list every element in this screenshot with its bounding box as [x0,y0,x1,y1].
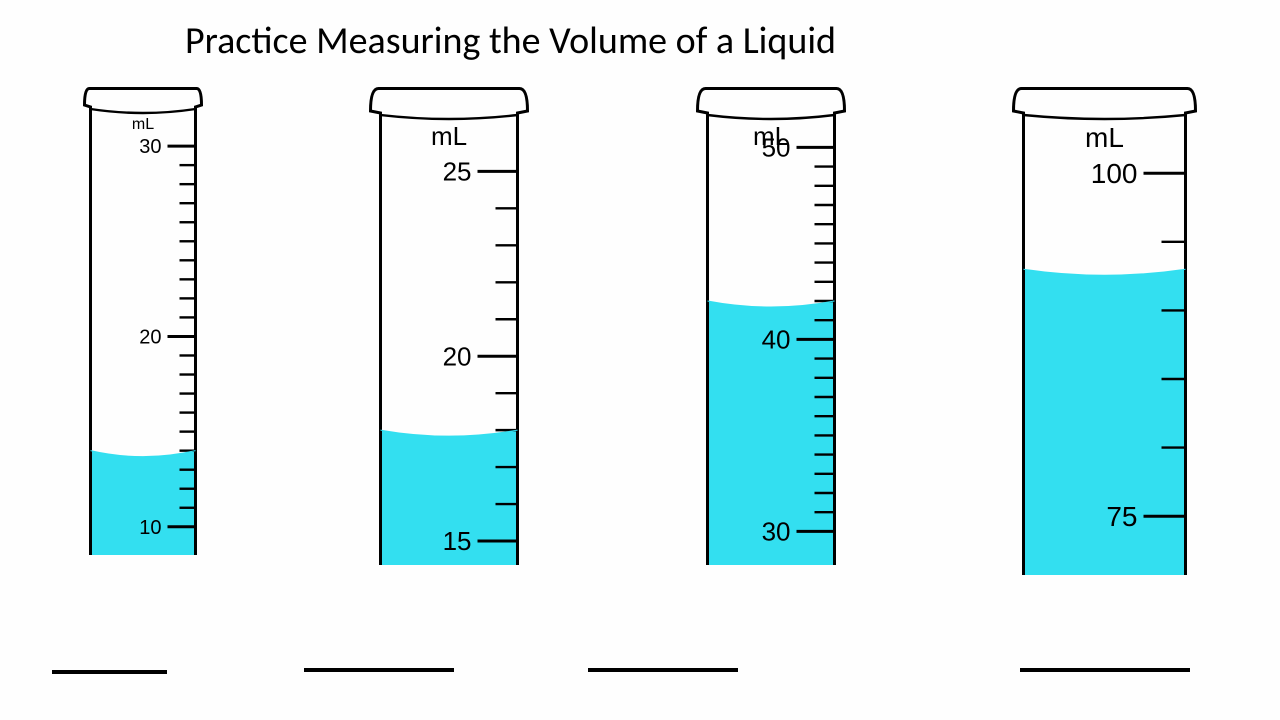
answer-blank-1[interactable] [52,670,167,674]
unit-label: mL [431,121,467,151]
tick-label: 100 [1091,158,1138,189]
lip-inner-curve [381,115,518,119]
cylinder-container-2: mL 15 20 25 [369,85,529,570]
answer-blank-2[interactable] [304,668,454,672]
tick-label: 30 [761,517,790,547]
liquid-fill [1023,269,1185,575]
tick-label: 20 [443,341,472,371]
page-title: Practice Measuring the Volume of a Liqui… [185,18,836,64]
tick-label: 75 [1106,501,1137,532]
lip-inner-curve [707,115,834,119]
tick-label: 50 [761,133,790,163]
cylinder-container-1: mL 10 20 30 [83,85,203,560]
answer-blank-3[interactable] [588,668,738,672]
tick-label: 30 [139,136,161,158]
tick-label: 25 [443,157,472,187]
tick-label: 10 [139,517,161,539]
cylinders-row: mL102030mL152025mL304050mL75100 [0,85,1280,585]
graduated-cylinder-3: mL304050 [696,85,846,565]
lip-inner-curve [91,109,196,113]
graduated-cylinder-4: mL 75 100 [1012,85,1197,575]
unit-label: mL [132,116,154,133]
graduated-cylinder-1: mL 10 20 30 [83,85,203,555]
tick-label: 40 [761,325,790,355]
answer-blank-4[interactable] [1020,668,1190,672]
tick-label: 20 [139,326,161,348]
lip-inner-curve [1023,115,1185,119]
tick-label: 15 [443,526,472,556]
cylinder-container-4: mL 75 100 [1012,85,1197,580]
unit-label: mL [1085,122,1124,153]
liquid-fill [91,451,196,555]
graduated-cylinder-2: mL 15 20 25 [369,85,529,565]
cylinder-container-3: mL304050 [696,85,846,570]
